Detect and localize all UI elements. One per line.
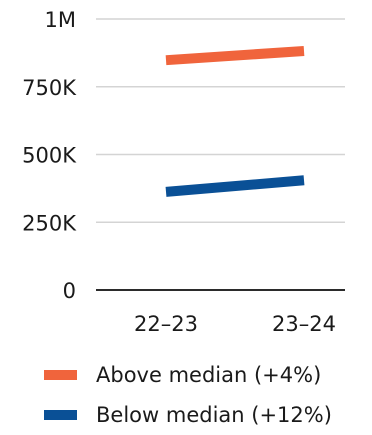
legend-item: Above median (+4%) bbox=[44, 355, 332, 395]
legend-label: Below median (+12%) bbox=[96, 403, 332, 427]
line-chart: 0 250K 500K 750K 1M 22–23 23–24 bbox=[22, 8, 345, 336]
x-axis-ticks: 22–23 23–24 bbox=[134, 312, 336, 336]
x-tick-label: 22–23 bbox=[134, 312, 198, 336]
y-axis-ticks: 0 250K 500K 750K 1M bbox=[22, 8, 77, 303]
legend: Above median (+4%) Below median (+12%) bbox=[44, 355, 332, 435]
y-tick-label: 1M bbox=[45, 8, 76, 32]
legend-swatch-below-median bbox=[44, 410, 77, 420]
y-tick-label: 500K bbox=[22, 144, 77, 168]
y-tick-label: 0 bbox=[63, 279, 76, 303]
y-tick-label: 750K bbox=[22, 76, 77, 100]
series-lines bbox=[165, 45, 305, 197]
legend-swatch-above-median bbox=[44, 370, 77, 380]
series-line bbox=[165, 45, 305, 66]
legend-label: Above median (+4%) bbox=[96, 363, 322, 387]
y-tick-label: 250K bbox=[22, 211, 77, 235]
gridlines bbox=[96, 18, 345, 291]
series-line bbox=[165, 175, 305, 197]
legend-item: Below median (+12%) bbox=[44, 395, 332, 435]
x-tick-label: 23–24 bbox=[272, 312, 336, 336]
